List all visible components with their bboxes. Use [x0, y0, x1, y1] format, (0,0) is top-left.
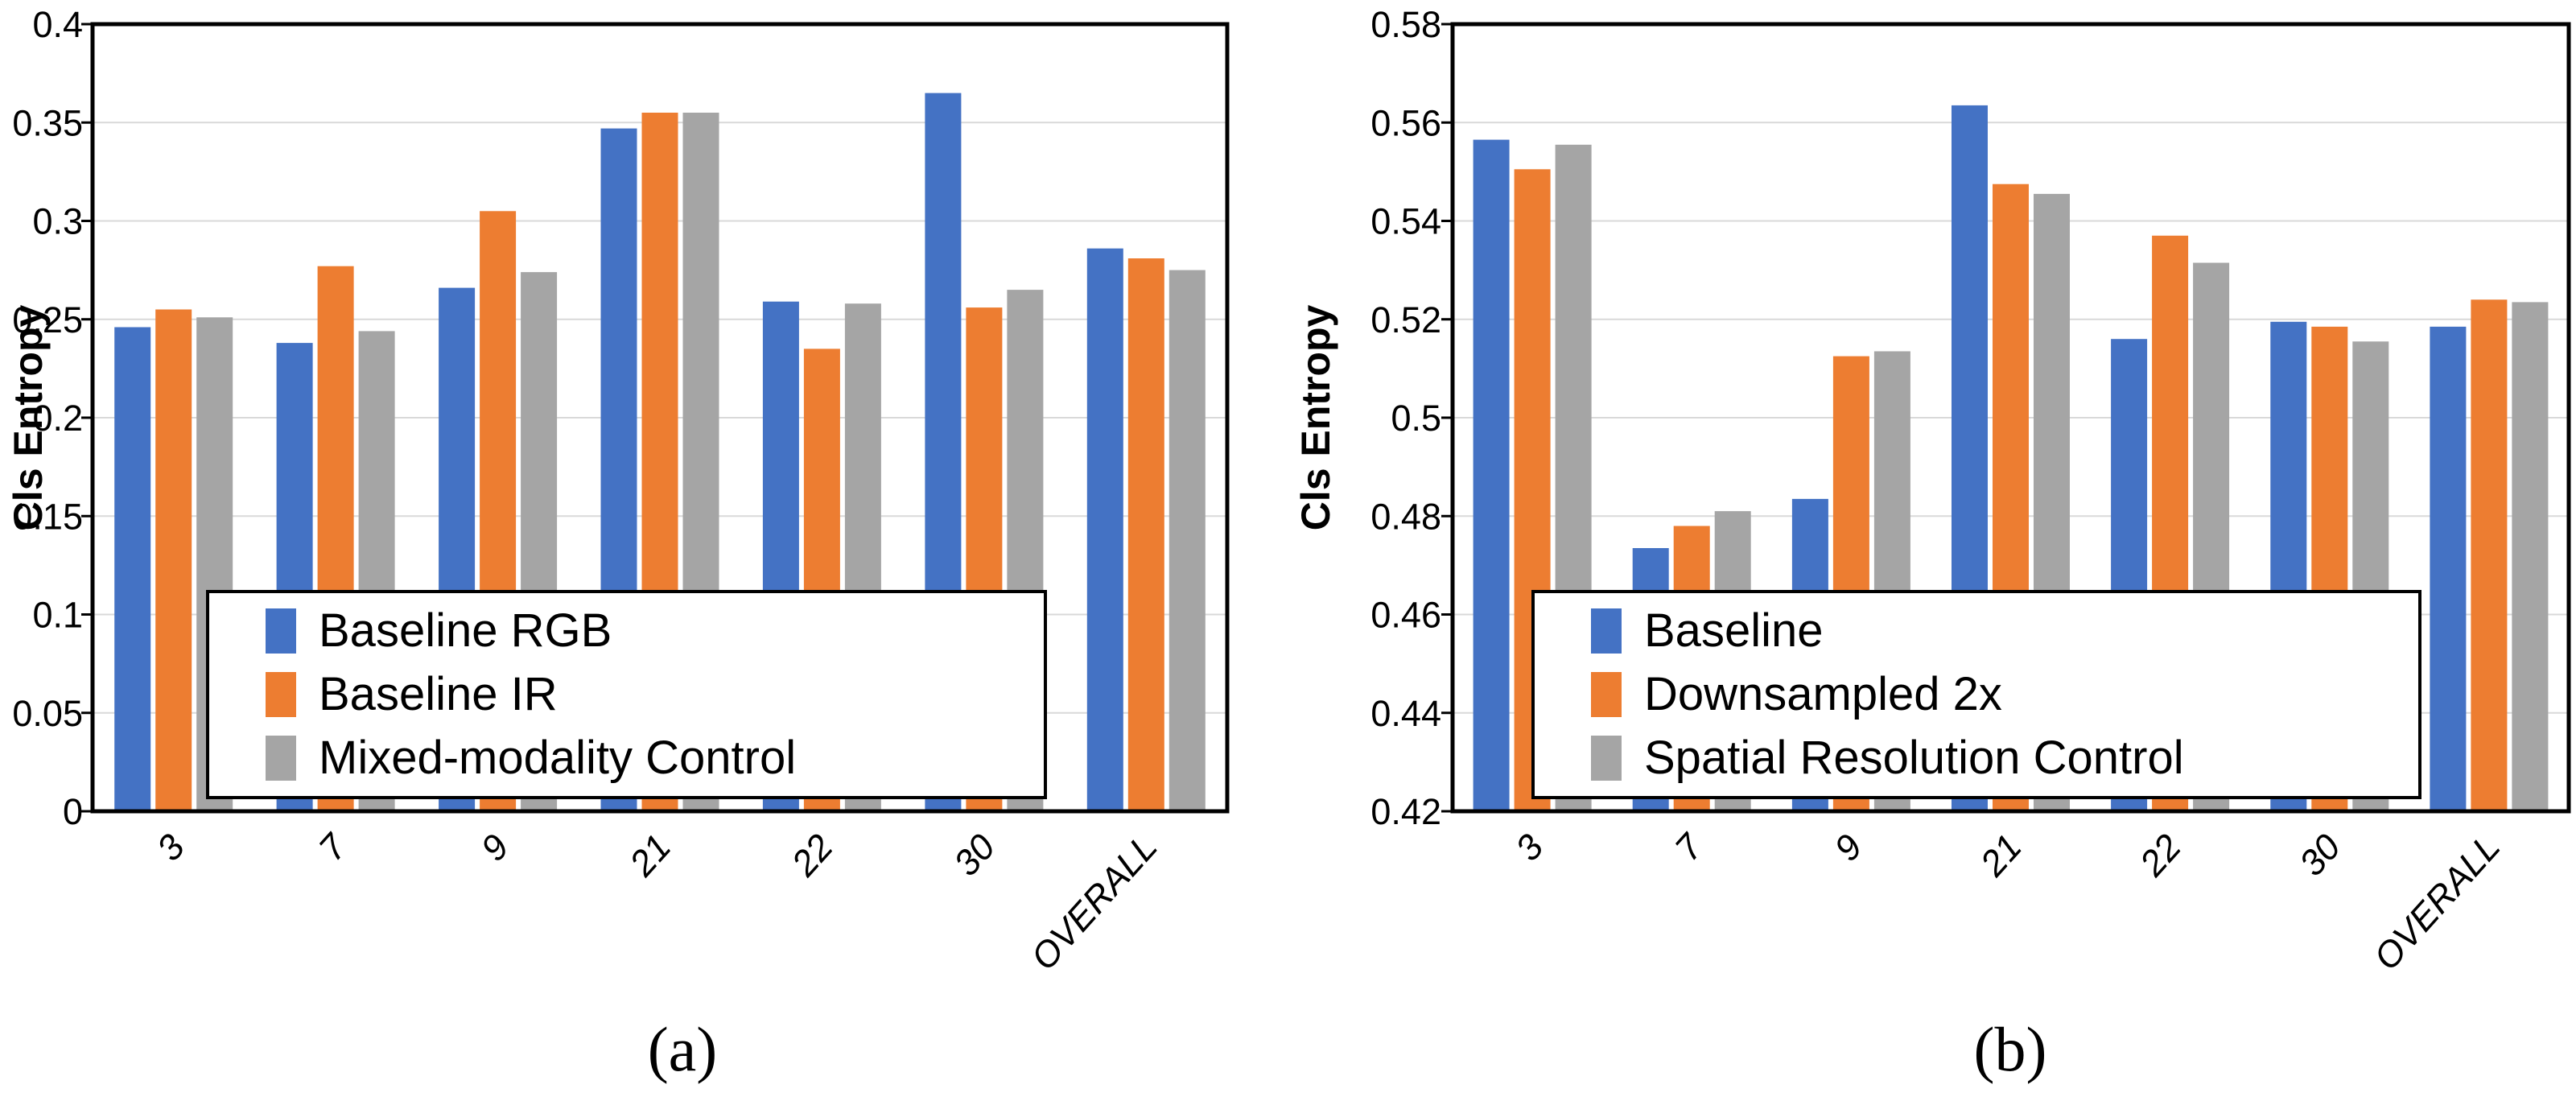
legend-item: Baseline RGB [266, 600, 1036, 663]
x-tick-label: 7 [1667, 825, 1712, 868]
plot-border [90, 22, 1230, 814]
x-tick-label: OVERALL [1023, 827, 1165, 978]
legend-swatch-baseline-ir [266, 672, 296, 717]
bar-baseline-ir-overall [1127, 258, 1164, 811]
y-tick-label: 0.4 [32, 4, 83, 45]
legend-label: Spatial Resolution Control [1644, 731, 2184, 784]
y-tick-label: 0.2 [32, 398, 83, 439]
legend-swatch-mixed-modality-control [266, 735, 296, 781]
bar-baseline-3 [1473, 139, 1510, 812]
y-tick-label: 0.05 [12, 693, 83, 734]
y-tick-label: 0.52 [1370, 299, 1441, 340]
legend-item: Downsampled 2x [1591, 663, 2410, 727]
legend-item: Baseline IR [266, 663, 1036, 727]
legend-label: Downsampled 2x [1644, 668, 2002, 720]
x-tick-label: 30 [946, 827, 1003, 884]
chart-a-caption: (a) [648, 1014, 718, 1084]
y-tick-label: 0.35 [12, 102, 83, 143]
bar-baseline-rgb-3 [114, 327, 151, 811]
x-tick-label: 7 [311, 825, 356, 868]
chart-b-y-axis-title: Cls Entropy [1293, 305, 1338, 531]
chart-b-legend: Baseline Downsampled 2x Spatial Resoluti… [1531, 590, 2421, 799]
chart-b-caption: (b) [1974, 1014, 2047, 1084]
legend-swatch-baseline-rgb [266, 608, 296, 654]
x-tick-label: 21 [1972, 827, 2030, 885]
y-tick-label: 0.54 [1370, 201, 1441, 242]
y-tick-label: 0.46 [1370, 595, 1441, 636]
x-tick-label: 22 [783, 827, 841, 885]
x-tick-label: 9 [1826, 827, 1870, 869]
chart-a-y-axis-title: Cls Entropy [6, 305, 51, 531]
y-tick-label: 0.15 [12, 496, 83, 537]
y-tick-label: 0.25 [12, 299, 83, 340]
y-tick-label: 0.44 [1370, 693, 1441, 734]
chart-a-plot: 0 0.05 0.1 0.15 0.2 0.25 0.3 0.35 0.4 3 7 9 21 22 30 OV… [12, 4, 1230, 978]
legend-label: Baseline [1644, 604, 1824, 658]
bar-baseline-ir-3 [155, 309, 192, 811]
chart-b-plot: 0.42 0.44 0.46 0.48 0.5 0.52 0.54 0.56 0.58 3 7 9 21… [1370, 4, 2571, 978]
x-tick-label: 9 [472, 827, 517, 869]
x-tick-label: 3 [148, 827, 192, 869]
y-tick-label: 0.1 [32, 595, 83, 636]
legend-item: Baseline [1591, 600, 2410, 663]
x-tick-label: OVERALL [2366, 827, 2508, 978]
y-tick-label: 0.56 [1370, 102, 1441, 143]
plot-border [1450, 22, 2571, 814]
y-tick-label: 0.58 [1370, 4, 1441, 45]
chart-a-legend: Baseline RGB Baseline IR Mixed-modality … [206, 590, 1047, 799]
bar-mixed-modality-control-overall [1168, 270, 1206, 812]
legend-swatch-spatial-resolution-control [1591, 735, 1622, 781]
bar-baseline-rgb-overall [1086, 248, 1123, 811]
bar-spatial-resolution-control-overall [2512, 302, 2549, 811]
y-tick-label: 0 [63, 791, 83, 832]
legend-swatch-downsampled-2x [1591, 672, 1622, 717]
y-tick-label: 0.48 [1370, 496, 1441, 537]
y-tick-label: 0.3 [32, 201, 83, 242]
legend-item: Spatial Resolution Control [1591, 726, 2410, 790]
bar-downsampled-2x-overall [2471, 299, 2508, 811]
x-tick-label: 3 [1507, 827, 1552, 869]
bar-baseline-overall [2430, 326, 2467, 811]
legend-item: Mixed-modality Control [266, 726, 1036, 790]
legend-label: Baseline RGB [319, 604, 612, 658]
legend-label: Baseline IR [319, 668, 558, 720]
legend-label: Mixed-modality Control [319, 731, 797, 784]
x-tick-label: 30 [2291, 827, 2348, 884]
legend-swatch-baseline [1591, 608, 1622, 654]
y-tick-label: 0.5 [1391, 398, 1441, 439]
y-tick-label: 0.42 [1370, 791, 1441, 832]
x-tick-label: 21 [620, 827, 678, 885]
x-tick-label: 22 [2131, 827, 2189, 885]
